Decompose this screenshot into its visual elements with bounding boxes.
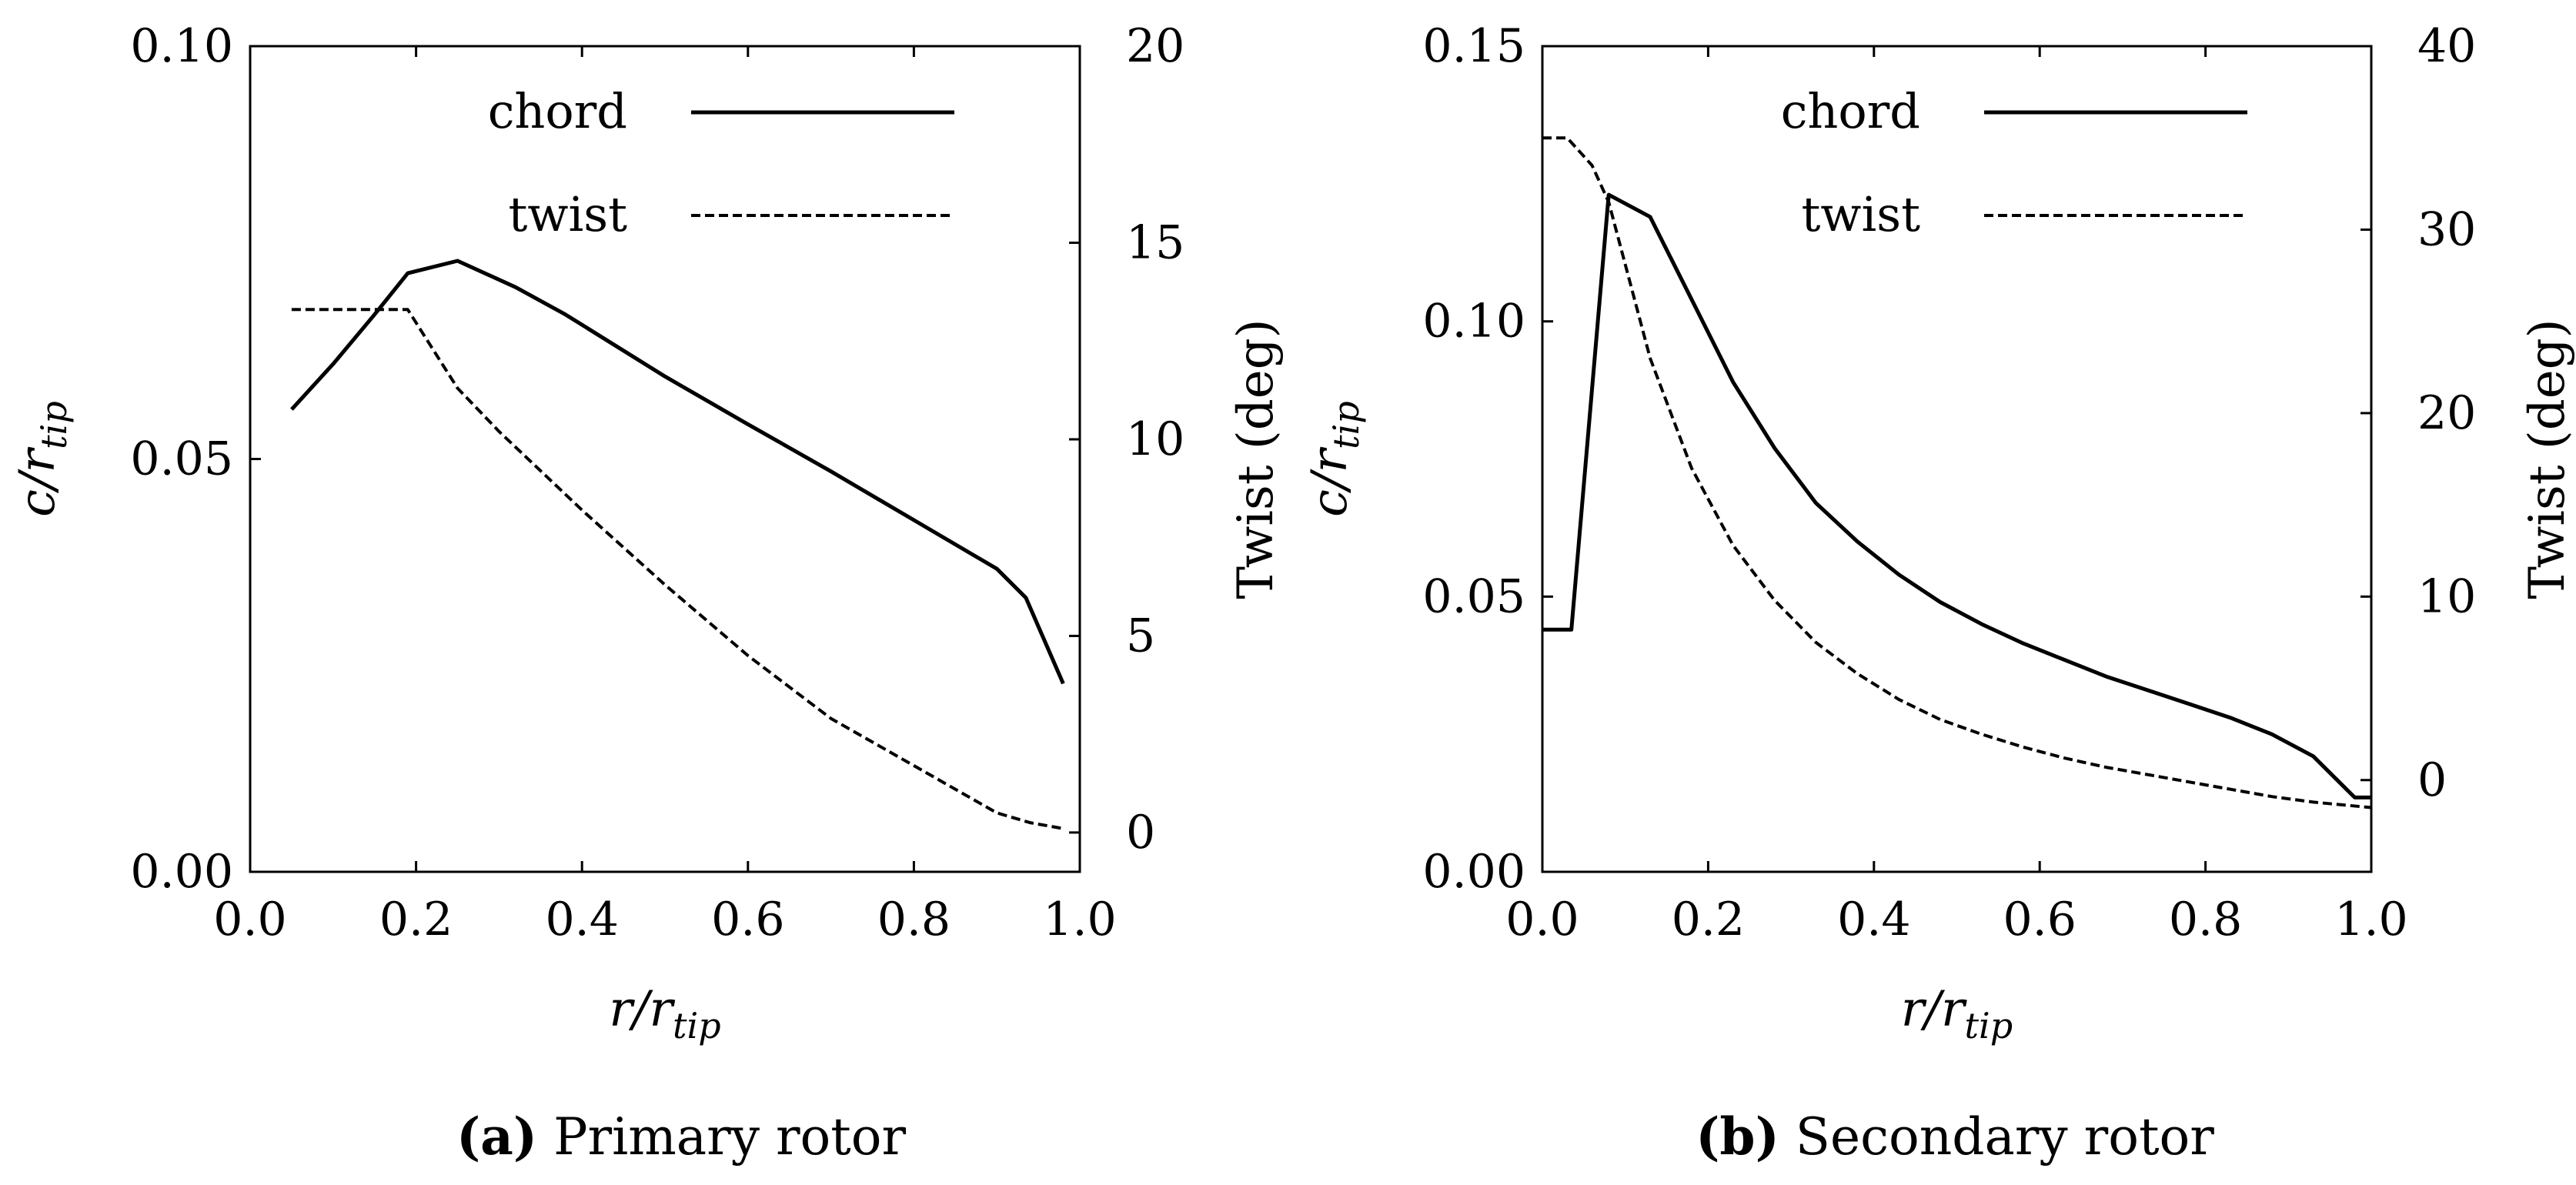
y-tick-label: 0.05	[1422, 569, 1525, 623]
x-tick-label: 0.6	[2003, 893, 2076, 946]
x-tick-label: 0.8	[877, 893, 951, 946]
x-axis-label: r/rtip	[1901, 981, 2013, 1046]
panel-secondary-rotor: 0.0 0.2 0.4 0.6 0.8 1.0 0.00 0.05 0.10 0.15 0 10 20 3…	[1301, 19, 2576, 1167]
x-tick-label: 0.8	[2169, 893, 2242, 946]
x-tick-label: 0.0	[213, 893, 286, 946]
plot-frame	[1541, 45, 2373, 873]
panel-primary-rotor: 0.0 0.2 0.4 0.6 0.8 1.0 0.00 0.05 0.10 0 5 10 15 20 r/…	[9, 19, 1285, 1167]
series-line-twist	[291, 308, 1064, 830]
x-tick-label: 0.4	[1837, 893, 1910, 946]
series-line-chord	[1542, 192, 2371, 799]
x-tick-label: 0.4	[545, 893, 618, 946]
y2-tick-label: 20	[1126, 19, 1184, 73]
y-axis-label: c/rtip	[9, 401, 75, 517]
legend-label-chord: chord	[488, 83, 627, 139]
y-tick-label: 0.00	[130, 845, 233, 899]
y2-axis-label: Twist (deg)	[1228, 319, 1285, 599]
legend-label-twist: twist	[1801, 186, 1920, 242]
x-tick-label: 0.2	[1672, 893, 1745, 946]
series-line-twist	[1542, 136, 2372, 809]
x-tick-label: 0.2	[379, 893, 453, 946]
y2-tick-label: 10	[2417, 569, 2476, 623]
y2-tick-label: 5	[1126, 609, 1155, 663]
y2-tick-label: 15	[1126, 215, 1184, 269]
y2-axis-label: Twist (deg)	[2519, 319, 2576, 599]
y2-tick-label: 20	[2417, 386, 2476, 440]
legend-label-chord: chord	[1781, 83, 1920, 139]
x-tick-label: 0.6	[711, 893, 784, 946]
y2-tick-label: 30	[2417, 202, 2476, 256]
x-axis-label: r/rtip	[609, 981, 720, 1046]
y2-tick-label: 10	[1126, 412, 1184, 466]
panel-caption: (b) Secondary rotor	[1696, 1107, 2214, 1167]
y2-tick-label: 0	[2417, 753, 2447, 807]
y2-tick-label: 0	[1126, 806, 1155, 860]
y-tick-label: 0.05	[130, 432, 233, 486]
y-axis-label: c/rtip	[1301, 401, 1367, 517]
y2-tick-label: 40	[2417, 19, 2476, 73]
x-tick-label: 1.0	[1043, 893, 1116, 946]
y-tick-label: 0.00	[1422, 845, 1525, 899]
x-tick-label: 1.0	[2334, 893, 2407, 946]
series-line-chord	[290, 259, 1065, 685]
y-tick-label: 0.10	[1422, 295, 1525, 349]
legend-label-twist: twist	[508, 186, 627, 242]
y-tick-label: 0.15	[1422, 19, 1525, 73]
panel-caption: (a) Primary rotor	[456, 1107, 907, 1167]
y-tick-label: 0.10	[130, 19, 233, 73]
x-tick-label: 0.0	[1505, 893, 1579, 946]
